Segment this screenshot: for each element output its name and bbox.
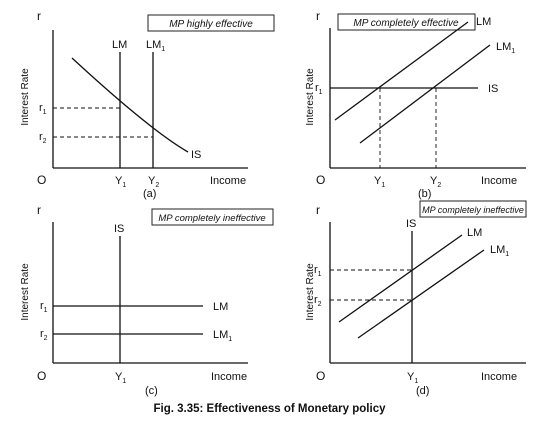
panel-d-y1-label: Y1 [407, 371, 418, 385]
panel-d-lm1-label: LM1 [490, 244, 509, 258]
panel-d-x-label: Income [481, 371, 517, 383]
panel-d-r-axis: r [316, 203, 320, 217]
figure-caption: Fig. 3.35: Effectiveness of Monetary pol… [153, 403, 386, 415]
panel-d-y-label: Interest Rate [305, 263, 316, 321]
panel-c-origin: O [37, 369, 46, 383]
panel-d-r2-label: r2 [314, 294, 322, 308]
panel-d-origin: O [316, 369, 325, 383]
panel-a-title-box [147, 14, 275, 32]
panel-b-lm-curve [334, 21, 469, 121]
panel-b-lm1-curve [359, 44, 491, 144]
panel-c-y-label: Interest Rate [20, 263, 31, 321]
panel-a-lm1-label: LM1 [146, 39, 165, 53]
panel-c-r2-label: r2 [40, 328, 48, 342]
panel-c-y1-label: Y1 [115, 371, 126, 385]
panel-c-is-label: IS [114, 223, 124, 235]
panel-a-is-label: IS [191, 149, 201, 161]
panel-d-is-label: IS [406, 218, 416, 230]
panel-a-y1-label: Y1 [115, 175, 126, 189]
panel-c-title: MP completely ineffective [158, 213, 265, 224]
panel-a-is-curve [71, 57, 189, 153]
panel-d-title: MP completely ineffective [422, 205, 524, 215]
panel-d-lm-label: LM [467, 227, 482, 239]
panel-b-y2-label: Y2 [430, 175, 441, 189]
panel-b-title-box [337, 13, 476, 31]
panel-a-x-label: Income [210, 175, 246, 187]
panel-b-label: (b) [418, 188, 431, 200]
monetary-policy-figure: MP highly effective r Interest Rate O In… [20, 9, 527, 397]
panel-a-r2-label: r2 [39, 131, 47, 145]
panel-c-r1-label: r1 [40, 300, 48, 314]
panel-b-y-label: Interest Rate [305, 68, 316, 126]
panel-b-x-label: Income [481, 175, 517, 187]
panel-a-title: MP highly effective [169, 19, 253, 30]
panel-a-origin: O [37, 173, 46, 187]
panel-c-x-label: Income [211, 371, 247, 383]
panel-c-lm-label: LM [213, 301, 228, 313]
panel-c: MP completely ineffective r Interest Rat… [20, 203, 274, 397]
panel-a-label: (a) [143, 188, 156, 200]
panel-c-title-box [151, 208, 274, 226]
panel-a-r1-label: r1 [39, 102, 47, 116]
panel-a-r-axis: r [37, 9, 41, 23]
panel-d-label: (d) [416, 385, 429, 397]
panel-a-y2-label: Y2 [148, 175, 159, 189]
panel-a-y-label: Interest Rate [20, 68, 31, 126]
panel-b: MP completely effective r Interest Rate … [305, 9, 526, 200]
panel-d-lm-curve [338, 234, 463, 323]
panel-b-r1-label: r1 [315, 82, 323, 96]
panel-b-y1-label: Y1 [374, 175, 385, 189]
panel-d-lm1-curve [357, 249, 485, 339]
panel-b-lm-label: LM [476, 16, 491, 28]
panel-b-origin: O [316, 173, 325, 187]
panel-b-r-axis: r [316, 9, 320, 23]
panel-c-r-axis: r [37, 203, 41, 217]
panel-d-r1-label: r1 [314, 264, 322, 278]
panel-a: MP highly effective r Interest Rate O In… [20, 9, 275, 200]
panel-d: MP completely ineffective r Interest Rat… [305, 200, 527, 397]
panel-c-label: (c) [145, 385, 158, 397]
panel-b-is-label: IS [488, 83, 498, 95]
panel-b-title: MP completely effective [353, 18, 459, 29]
panel-a-lm-label: LM [112, 39, 127, 51]
panel-d-title-box [419, 200, 527, 218]
panel-b-lm1-label: LM1 [496, 41, 515, 55]
panel-c-lm1-label: LM1 [213, 329, 232, 343]
